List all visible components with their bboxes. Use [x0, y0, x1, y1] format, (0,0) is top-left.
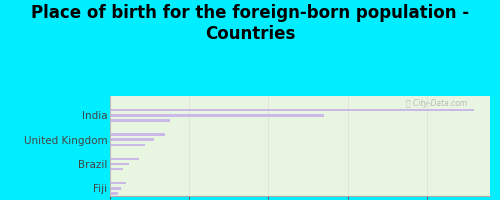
- Bar: [110, 144, 145, 146]
- Text: Ⓐ City-Data.com: Ⓐ City-Data.com: [406, 99, 468, 108]
- Bar: [110, 192, 118, 195]
- Text: Place of birth for the foreign-born population -
Countries: Place of birth for the foreign-born popu…: [31, 4, 469, 43]
- Bar: [110, 133, 166, 136]
- Bar: [110, 114, 324, 117]
- Bar: [110, 119, 170, 122]
- Bar: [110, 168, 122, 170]
- Bar: [110, 109, 474, 111]
- Bar: [110, 138, 154, 141]
- Bar: [110, 187, 121, 190]
- Bar: [110, 158, 138, 160]
- Bar: [110, 163, 129, 165]
- Bar: [110, 182, 126, 184]
